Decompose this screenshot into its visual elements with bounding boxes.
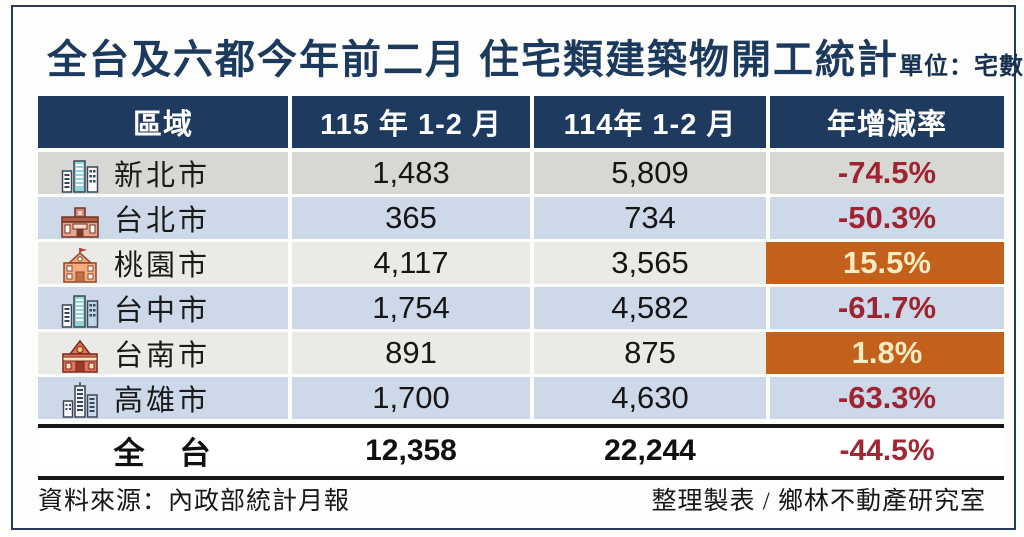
credit-note: 整理製表 / 鄉林不動產研究室 xyxy=(651,488,986,515)
value-115-cell: 891 xyxy=(292,332,530,374)
value-115-cell: 1,483 xyxy=(292,152,530,194)
yoy-rate-cell: -74.5% xyxy=(770,152,1004,194)
total-bottom-rule xyxy=(38,476,1004,480)
region-label: 桃園市 xyxy=(114,250,211,282)
table-header-row: 區域 115 年 1-2 月 114年 1-2 月 年增減率 xyxy=(38,96,1004,148)
value-114-cell: 734 xyxy=(534,197,766,239)
yoy-rate-cell: -61.7% xyxy=(770,287,1004,329)
column-header-yoy: 年增減率 xyxy=(770,96,1004,148)
column-header-region: 區域 xyxy=(38,96,288,148)
column-header-year115: 115 年 1-2 月 xyxy=(292,96,530,148)
yoy-rate-cell: 15.5% xyxy=(766,242,1004,284)
tainan-temple-icon xyxy=(58,333,102,373)
value-114-cell: 3,565 xyxy=(534,242,766,284)
table-row: 新北市 1,483 5,809 -74.5% xyxy=(38,152,1004,194)
yoy-rate-cell: 1.8% xyxy=(766,332,1004,374)
value-115-cell: 1,700 xyxy=(292,377,530,419)
region-cell: 台南市 xyxy=(38,332,288,374)
region-cell: 新北市 xyxy=(38,152,288,194)
region-cell: 台北市 xyxy=(38,197,288,239)
value-114-cell: 4,630 xyxy=(534,377,766,419)
title-bar: 全台及六都今年前二月 住宅類建築物開工統計 單位：宅數 xyxy=(47,27,1023,85)
table-row: 台北市 365 734 -50.3% xyxy=(38,197,1004,239)
yoy-rate-cell: -50.3% xyxy=(770,197,1004,239)
kaohsiung-tower-icon xyxy=(58,378,102,418)
region-label: 新北市 xyxy=(114,160,211,192)
footer-bar: 資料來源：內政部統計月報 整理製表 / 鄉林不動產研究室 xyxy=(38,481,986,517)
value-115-cell: 365 xyxy=(292,197,530,239)
value-115-cell: 1,754 xyxy=(292,287,530,329)
new-taipei-skyline-icon xyxy=(58,153,102,193)
table-row: 高雄市 1,700 4,630 -63.3% xyxy=(38,377,1004,419)
table-row: 桃園市 4,117 3,565 15.5% xyxy=(38,242,1004,284)
column-header-year114: 114年 1-2 月 xyxy=(534,96,766,148)
total-yoy-rate: -44.5% xyxy=(839,433,935,467)
value-114-cell: 5,809 xyxy=(534,152,766,194)
region-cell: 高雄市 xyxy=(38,377,288,419)
total-row: 全 台 12,358 22,244 -44.5% xyxy=(38,428,1004,471)
table-body: 新北市 1,483 5,809 -74.5% 台北市 365 734 -50.3… xyxy=(38,152,1004,419)
taichung-skyline-icon xyxy=(58,288,102,328)
unit-label: 單位：宅數 xyxy=(899,54,1024,80)
value-114-cell: 4,582 xyxy=(534,287,766,329)
region-label: 台中市 xyxy=(114,295,211,327)
value-115-cell: 4,117 xyxy=(292,242,530,284)
page-title: 全台及六都今年前二月 住宅類建築物開工統計 xyxy=(47,37,899,82)
taoyuan-building-icon xyxy=(58,243,102,283)
region-cell: 台中市 xyxy=(38,287,288,329)
total-region-label: 全 台 xyxy=(113,436,213,471)
yoy-rate-cell: -63.3% xyxy=(770,377,1004,419)
housing-starts-table: 區域 115 年 1-2 月 114年 1-2 月 年增減率 新北市 1,483… xyxy=(38,96,1004,480)
data-source-note: 資料來源：內政部統計月報 xyxy=(38,488,351,515)
region-label: 高雄市 xyxy=(114,385,211,417)
taipei-hall-icon xyxy=(58,198,102,238)
table-row: 台中市 1,754 4,582 -61.7% xyxy=(38,287,1004,329)
region-cell: 桃園市 xyxy=(38,242,288,284)
region-label: 台南市 xyxy=(114,340,211,372)
total-value-115: 12,358 xyxy=(365,433,457,467)
value-114-cell: 875 xyxy=(534,332,766,374)
total-value-114: 22,244 xyxy=(604,433,696,467)
total-top-rule xyxy=(38,424,1004,428)
region-label: 台北市 xyxy=(114,205,211,237)
table-row: 台南市 891 875 1.8% xyxy=(38,332,1004,374)
